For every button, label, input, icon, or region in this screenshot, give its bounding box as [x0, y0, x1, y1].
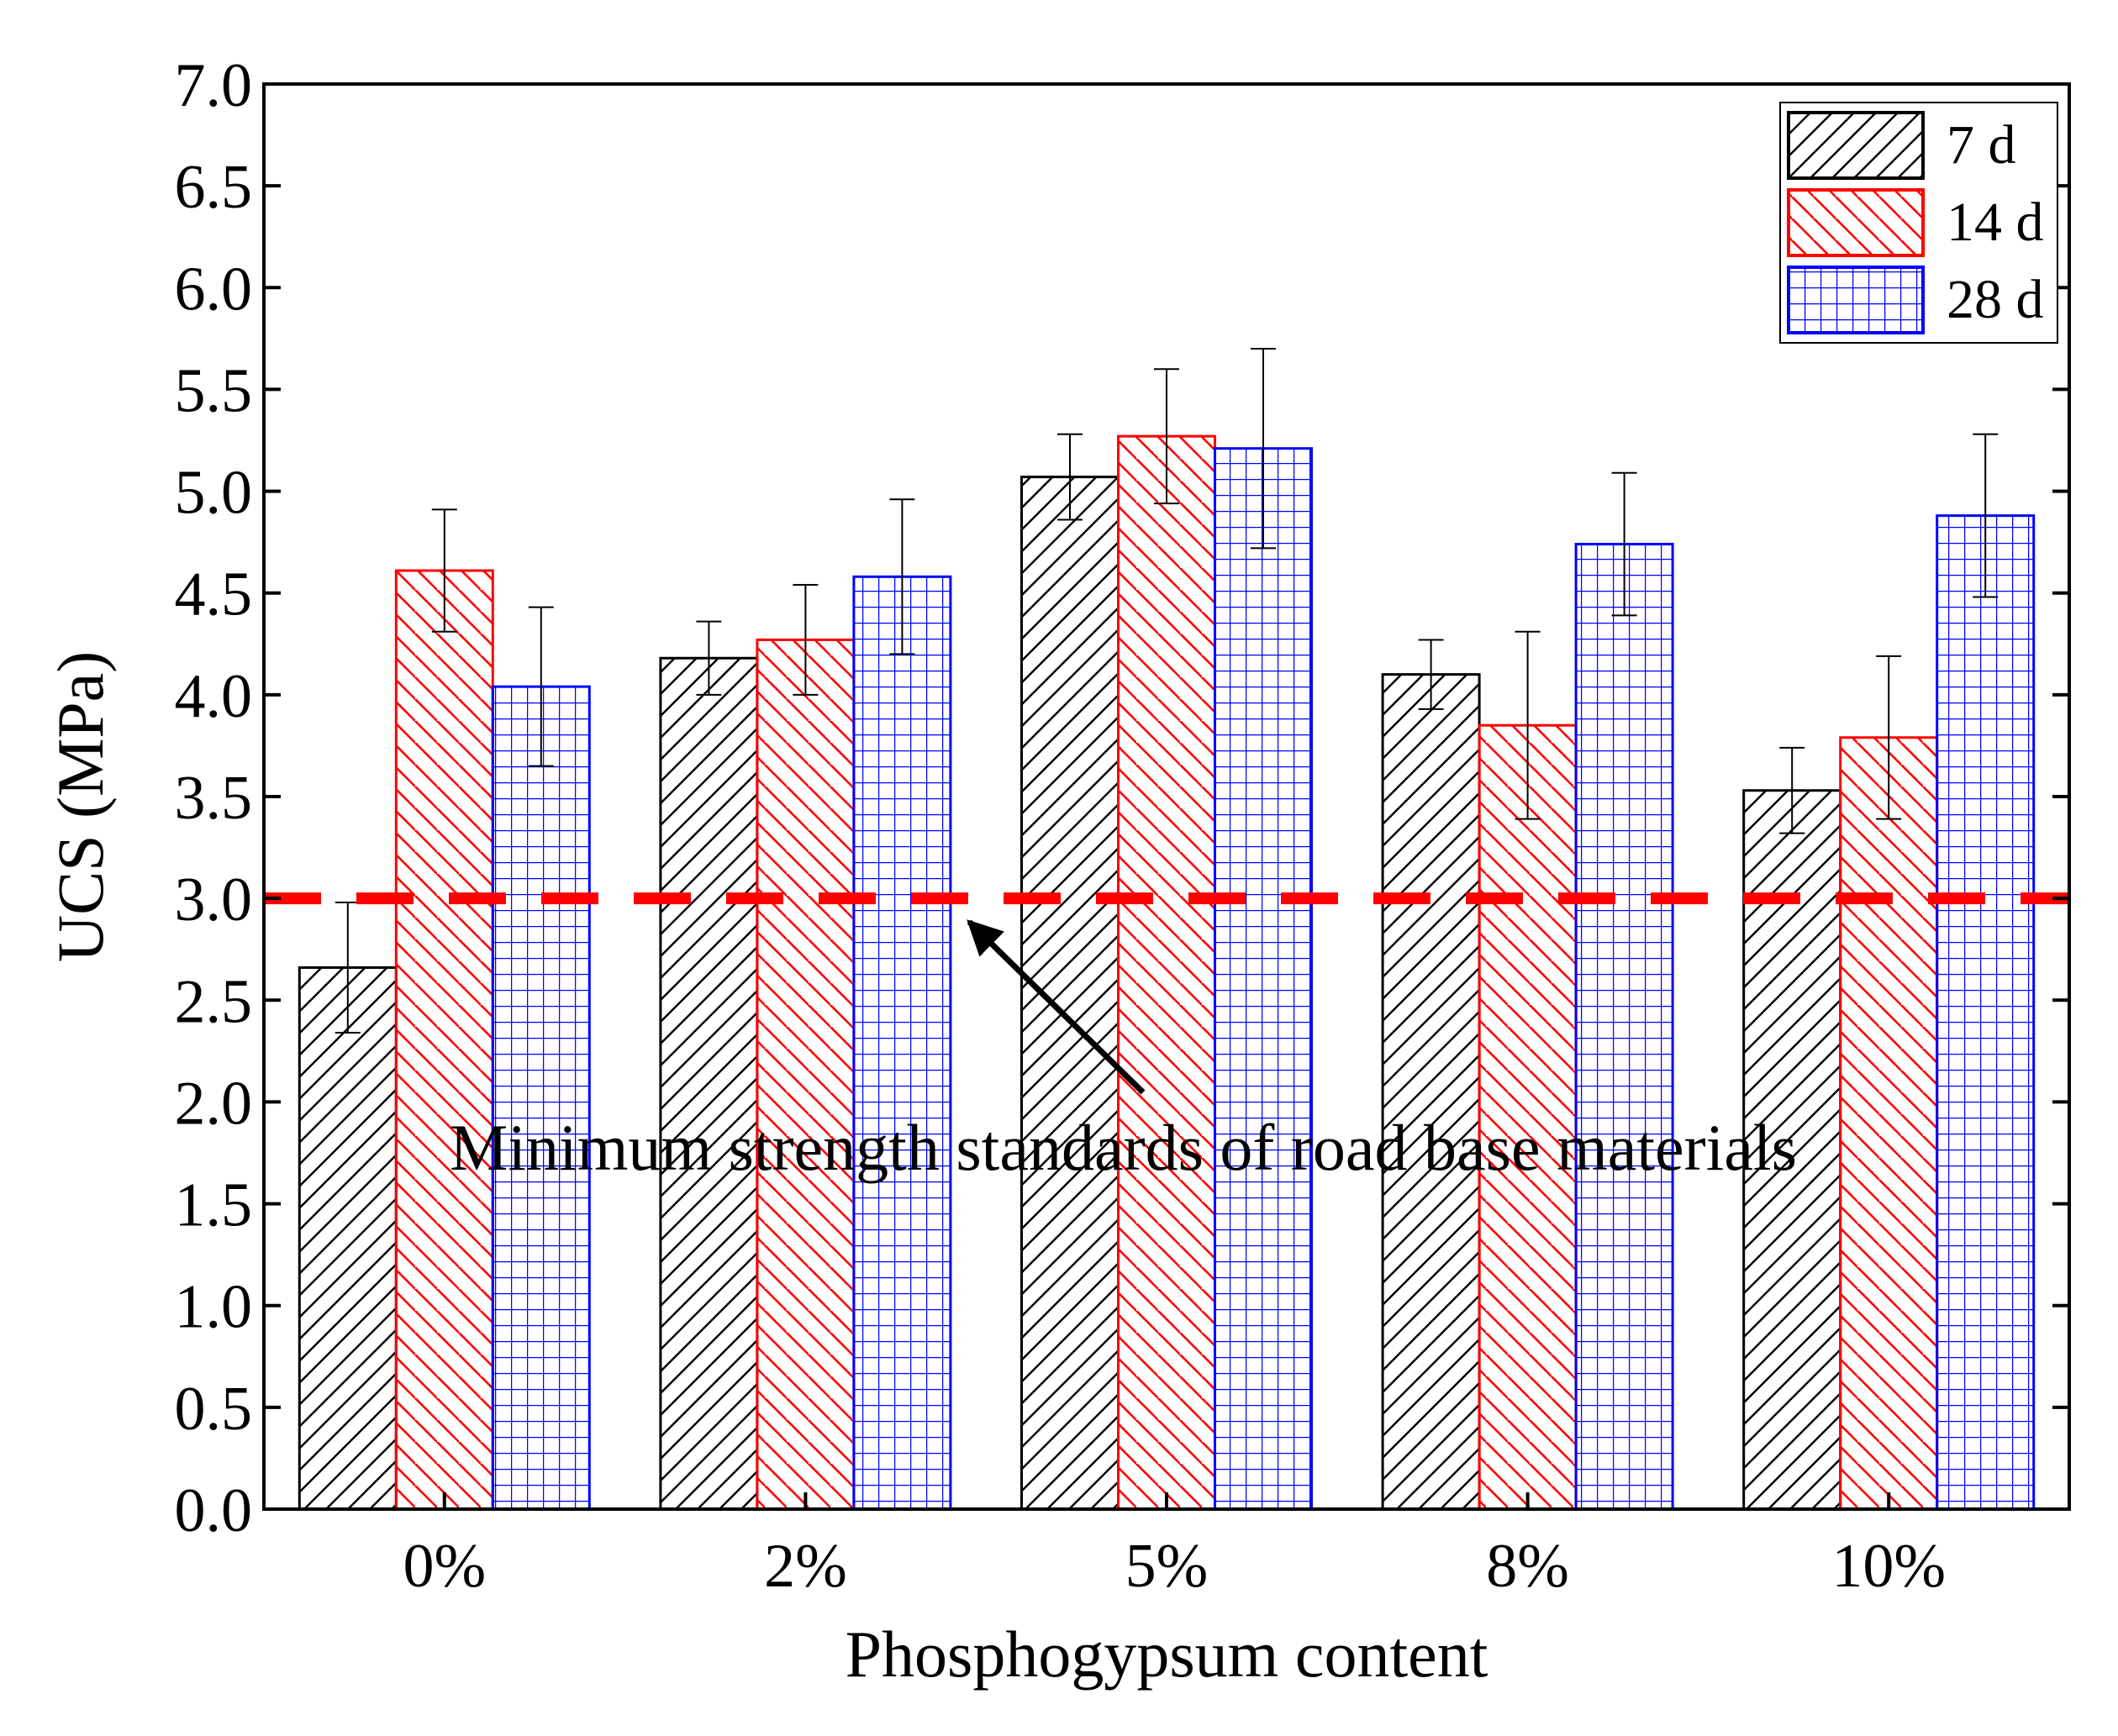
error-bar-14-d-2 — [793, 584, 819, 696]
y-tick-label: 7.0 — [175, 51, 253, 120]
x-axis-label: Phosphogypsum content — [846, 1618, 1488, 1691]
bar-28-d-0 — [491, 685, 591, 1511]
legend-swatch-7-d — [1787, 111, 1925, 180]
annotation-arrow — [967, 919, 1146, 1095]
y-tick-label: 0.5 — [175, 1375, 253, 1444]
error-bar-7-d-2 — [696, 620, 722, 696]
error-bars-layer — [335, 347, 1999, 1034]
bar-28-d-5 — [1214, 447, 1313, 1511]
y-tick-label: 0.0 — [175, 1476, 253, 1545]
error-bar-14-d-0 — [431, 508, 457, 633]
error-bar-28-d-10 — [1973, 433, 1999, 598]
legend-swatch-14-d — [1787, 188, 1925, 257]
legend-label-14-d: 14 d — [1947, 192, 2044, 253]
bar-14-d-0 — [394, 569, 494, 1511]
legend-label-28-d: 28 d — [1947, 269, 2044, 330]
annotation: Minimum strength standards of road base … — [450, 919, 1797, 1184]
error-bar-7-d-10 — [1779, 746, 1805, 834]
error-bar-28-d-8 — [1611, 471, 1637, 617]
error-bar-28-d-5 — [1251, 347, 1276, 550]
y-axis-label: UCS (MPa) — [44, 651, 117, 963]
legend-label-7-d: 7 d — [1947, 114, 2016, 176]
bar-14-d-2 — [756, 638, 856, 1511]
error-bar-28-d-0 — [528, 606, 554, 767]
error-bar-7-d-5 — [1057, 433, 1083, 521]
y-tick-label: 3.0 — [175, 865, 253, 934]
error-bar-7-d-0 — [335, 901, 361, 1034]
bars-layer — [298, 434, 2036, 1511]
x-tick-label: 2% — [764, 1532, 847, 1601]
bar-28-d-2 — [852, 575, 952, 1511]
error-bar-7-d-8 — [1418, 639, 1444, 710]
y-tick-label: 2.5 — [175, 967, 253, 1036]
bar-7-d-2 — [659, 656, 759, 1511]
bar-7-d-10 — [1742, 789, 1842, 1511]
bar-28-d-10 — [1936, 514, 2036, 1511]
y-tick-label: 3.5 — [175, 764, 253, 833]
x-tick-label: 0% — [403, 1532, 486, 1601]
y-tick-label: 4.5 — [175, 560, 253, 629]
error-bar-14-d-5 — [1154, 368, 1179, 505]
y-tick-label: 2.0 — [175, 1069, 253, 1138]
error-bar-14-d-8 — [1515, 630, 1541, 820]
error-bar-14-d-10 — [1876, 655, 1902, 820]
bar-14-d-5 — [1117, 434, 1216, 1511]
x-tick-label: 5% — [1125, 1532, 1209, 1601]
bar-7-d-8 — [1381, 673, 1481, 1511]
legend: 7 d 14 d 28 d — [1779, 102, 2058, 344]
y-tick-label: 5.5 — [175, 356, 253, 425]
y-tick-label: 1.0 — [175, 1273, 253, 1342]
bar-14-d-8 — [1478, 723, 1578, 1511]
y-tick-label: 4.0 — [175, 662, 253, 731]
y-tick-label: 6.5 — [175, 153, 253, 222]
x-tick-label: 10% — [1831, 1532, 1946, 1601]
y-tick-label: 5.0 — [175, 459, 253, 528]
bar-7-d-5 — [1020, 476, 1120, 1511]
bar-14-d-10 — [1839, 736, 1939, 1511]
legend-swatch-28-d — [1787, 266, 1925, 334]
y-axis: 0.0 0.5 1.0 1.5 2.0 2.5 3.0 3.5 4.0 4.5 5.0 5.5 6.0 6… — [175, 51, 2069, 1545]
y-tick-label: 6.0 — [175, 255, 253, 324]
y-tick-label: 1.5 — [175, 1171, 253, 1240]
x-axis: 0% 2% 5% 8% 10% — [403, 1492, 1946, 1601]
bar-28-d-8 — [1574, 543, 1674, 1511]
annotation-text: Minimum strength standards of road base … — [450, 1111, 1797, 1184]
error-bar-28-d-2 — [889, 498, 915, 655]
bar-7-d-0 — [298, 966, 398, 1511]
x-tick-label: 8% — [1486, 1532, 1569, 1601]
